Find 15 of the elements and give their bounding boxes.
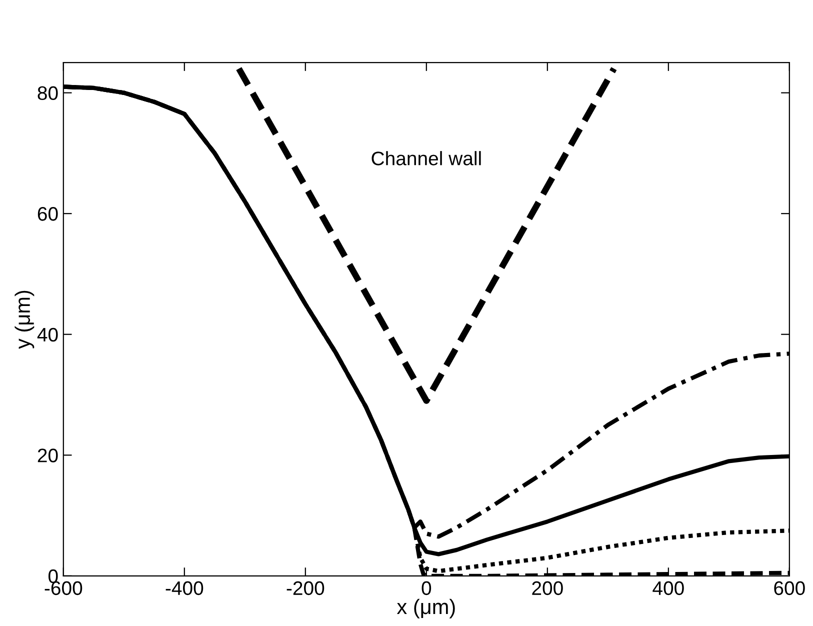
x-tick-label: 600 <box>774 581 805 596</box>
x-axis-title: x (μm) <box>396 598 455 618</box>
y-tick-label: 60 <box>38 207 58 221</box>
y-tick-label: 80 <box>38 86 58 100</box>
x-tick-label: -400 <box>166 581 204 596</box>
y-axis-title: y (μm) <box>14 290 34 349</box>
x-tick-label: -600 <box>44 581 82 596</box>
x-tick-label: 400 <box>652 581 684 596</box>
x-tick-label: 200 <box>532 581 563 596</box>
annotation: Channel wall <box>372 151 481 166</box>
x-tick-label: 0 <box>422 581 432 596</box>
y-tick-label: 0 <box>48 569 58 584</box>
x-tick-label: -200 <box>286 581 324 596</box>
y-tick-label: 40 <box>37 328 58 342</box>
y-tick-label: 20 <box>38 448 58 462</box>
